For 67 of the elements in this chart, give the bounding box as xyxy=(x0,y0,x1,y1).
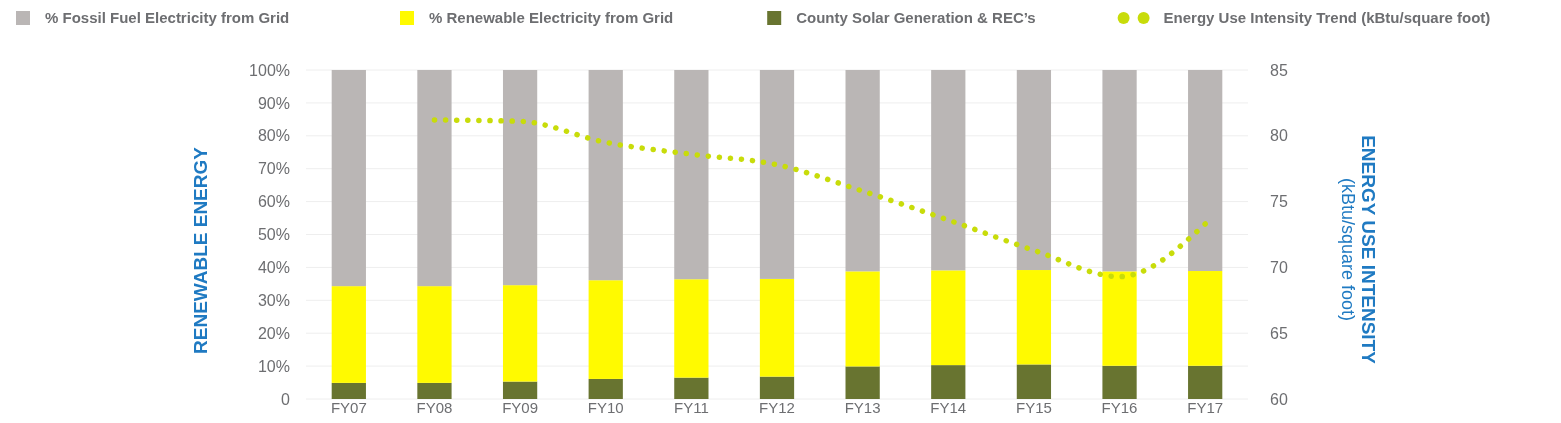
x-tick-label: FY15 xyxy=(1015,399,1052,416)
bar xyxy=(1016,270,1052,365)
x-tick-label: FY14 xyxy=(930,399,967,416)
y2-tick-label: 75 xyxy=(1270,193,1288,211)
y2-tick-label: 85 xyxy=(1270,61,1288,79)
y-tick-label: 40% xyxy=(257,259,290,276)
bar xyxy=(1102,70,1137,272)
bar xyxy=(845,366,880,399)
x-tick-label: FY10 xyxy=(587,399,624,416)
y-tick-label: 0 xyxy=(281,390,291,408)
bar xyxy=(1188,271,1223,366)
x-tick-label: FY16 xyxy=(1101,399,1138,416)
bar xyxy=(845,271,880,367)
y2-tick-label: 70 xyxy=(1270,259,1288,276)
bar xyxy=(331,70,366,287)
y-tick-label: 70% xyxy=(257,160,290,178)
y-tick-label: 90% xyxy=(257,94,290,112)
bar xyxy=(931,70,966,271)
x-tick-label: FY13 xyxy=(844,399,881,416)
bar xyxy=(502,285,538,382)
x-tick-label: FY11 xyxy=(673,399,709,416)
y2-tick-label: 80 xyxy=(1270,127,1288,145)
x-tick-label: FY09 xyxy=(502,399,539,416)
legend-label: Energy Use Intensity Trend (kBtu/square foot) xyxy=(1163,9,1491,27)
y2-tick-label: 60 xyxy=(1270,390,1288,408)
bar xyxy=(759,278,795,377)
bar xyxy=(1188,70,1223,272)
x-tick-label: FY07 xyxy=(330,399,367,416)
bar xyxy=(331,286,366,383)
x-tick-label: FY17 xyxy=(1187,399,1224,416)
bar xyxy=(674,70,709,280)
bar xyxy=(417,382,452,399)
bar xyxy=(588,378,623,399)
y2-tick-label: 65 xyxy=(1270,324,1288,342)
y-tick-label: 10% xyxy=(257,357,290,375)
x-tick-label: FY08 xyxy=(416,399,453,416)
bar xyxy=(759,376,795,399)
y-tick-label: 100% xyxy=(249,61,290,79)
y-tick-label: 50% xyxy=(257,226,290,244)
bar xyxy=(502,70,538,286)
y-tick-label: 80% xyxy=(257,127,290,145)
bar xyxy=(588,280,623,379)
bar xyxy=(417,70,452,287)
legend-label: % Renewable Electricity from Grid xyxy=(429,9,674,27)
legend-label: % Fossil Fuel Electricity from Grid xyxy=(45,9,290,27)
bar xyxy=(931,365,966,399)
bar xyxy=(417,286,452,383)
bar xyxy=(1102,271,1137,366)
legend-label: County Solar Generation & REC’s xyxy=(796,9,1036,27)
bar xyxy=(331,382,366,399)
y-tick-label: 20% xyxy=(257,324,290,342)
bar xyxy=(845,70,880,272)
bar xyxy=(759,70,795,279)
x-tick-label: FY12 xyxy=(759,399,795,416)
bar xyxy=(931,270,966,366)
bar xyxy=(1102,365,1137,399)
bar xyxy=(1016,364,1052,399)
bar xyxy=(674,279,709,378)
bar xyxy=(1188,365,1223,399)
bar xyxy=(588,70,623,281)
y-tick-label: 60% xyxy=(257,193,290,211)
bar xyxy=(1016,70,1052,271)
bar xyxy=(502,381,538,399)
bar xyxy=(674,377,709,399)
y-tick-label: 30% xyxy=(257,291,290,309)
y2-axis-title: ENERGY USE INTENSITY (kBtu/square foot) xyxy=(1338,135,1379,365)
y-axis-title: RENEWABLE ENERGY xyxy=(190,146,211,354)
